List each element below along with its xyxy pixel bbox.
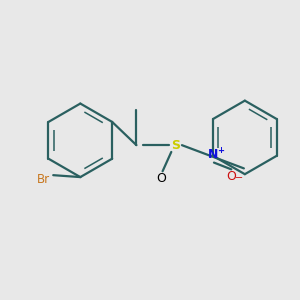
Text: O: O — [157, 172, 166, 184]
Text: N: N — [208, 148, 218, 161]
Text: Br: Br — [37, 172, 50, 185]
Text: +: + — [217, 146, 224, 154]
Text: O: O — [226, 169, 236, 183]
Text: −: − — [235, 173, 243, 183]
Text: S: S — [171, 139, 180, 152]
